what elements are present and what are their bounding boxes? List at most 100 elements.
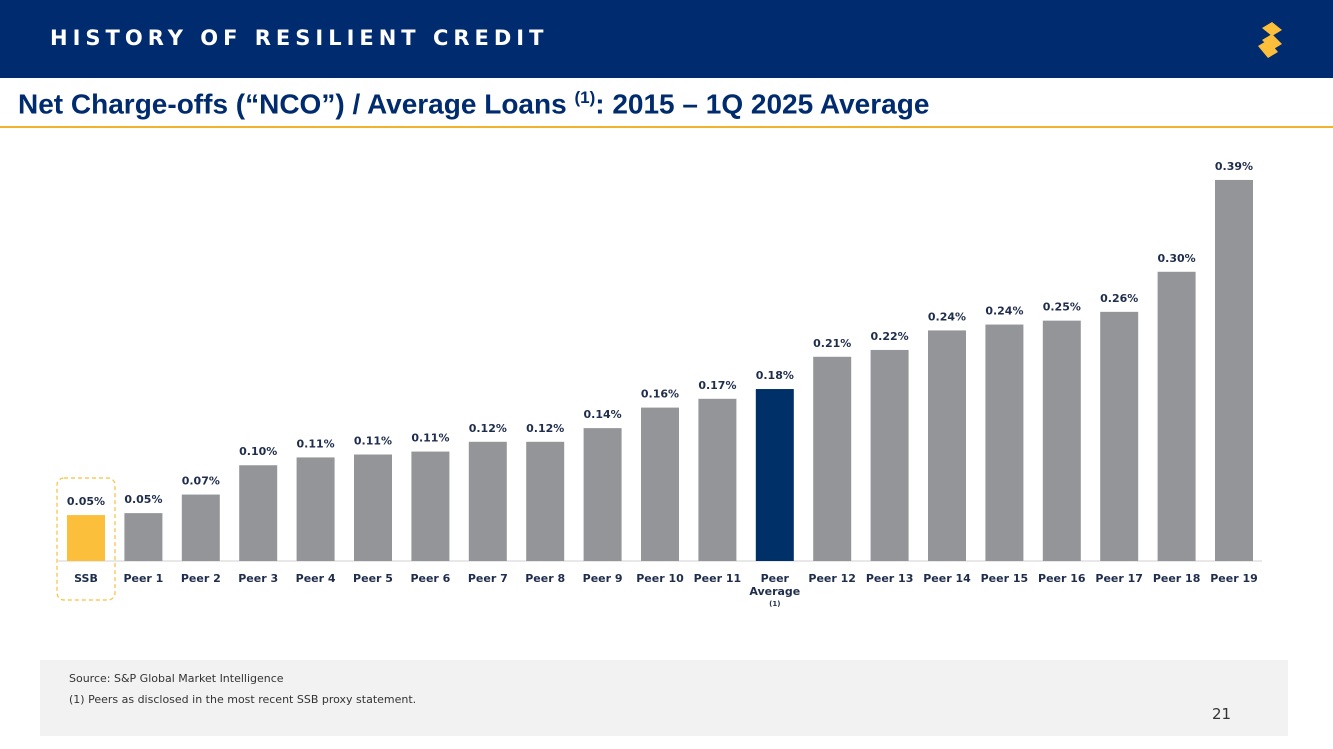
chart-title: Net Charge-offs (“NCO”) / Average Loans …	[18, 88, 929, 120]
value-label: 0.12%	[469, 422, 507, 435]
bar	[641, 407, 679, 561]
x-tick-label: Peer 3	[228, 572, 288, 585]
title-main: Net Charge-offs (“NCO”) / Average Loans	[18, 88, 567, 120]
category: Peer 12	[808, 572, 856, 585]
x-tick-label: Peer 1	[113, 572, 173, 585]
bar	[928, 330, 966, 561]
bar	[813, 356, 852, 561]
x-tick-label: Peer Average (1)	[745, 572, 805, 614]
category: Peer 16	[1038, 572, 1086, 585]
bar	[583, 428, 622, 561]
category: Peer 9	[582, 572, 623, 585]
x-tick-label: Peer 16	[1032, 572, 1092, 585]
bar	[124, 513, 163, 561]
x-tick-label: Peer 18	[1147, 572, 1207, 585]
category: Peer 7	[467, 572, 508, 585]
category: Peer 13	[865, 572, 914, 585]
bar	[67, 515, 105, 561]
value-label: 0.14%	[584, 408, 622, 421]
value-label: 0.12%	[526, 422, 564, 435]
bar	[1157, 271, 1196, 561]
x-tick-label: Peer 5	[343, 572, 403, 585]
bar	[411, 451, 450, 561]
x-tick-label: Peer 17	[1089, 572, 1149, 585]
category: Peer 14	[923, 572, 971, 585]
bar	[698, 398, 737, 561]
x-tick-label: Peer 4	[286, 572, 346, 585]
x-tick-label: Peer 14	[917, 572, 977, 585]
bar	[755, 389, 794, 561]
x-tick-label: Peer 8	[515, 572, 575, 585]
category: Peer 18	[1152, 572, 1201, 585]
category: Peer 2	[180, 572, 221, 585]
value-label: 0.18%	[756, 369, 794, 382]
bar	[526, 441, 565, 561]
bar	[1215, 179, 1253, 561]
value-label: 0.05%	[124, 493, 162, 506]
x-tick-label: Peer 11	[687, 572, 747, 585]
header-title: HISTORY OF RESILIENT CREDIT	[50, 26, 549, 50]
value-label: 0.11%	[354, 434, 392, 447]
value-label: 0.11%	[411, 432, 449, 445]
value-label: 0.26%	[1100, 292, 1138, 305]
footer: Source: S&P Global Market Intelligence (…	[40, 660, 1288, 736]
title-rule	[0, 126, 1333, 128]
category: Peer 17	[1095, 572, 1143, 585]
value-label: 0.39%	[1215, 160, 1253, 173]
category-superscript: (1)	[769, 600, 781, 608]
highlight-box	[56, 477, 116, 601]
value-label: 0.07%	[182, 475, 220, 488]
x-tick-label: Peer 10	[630, 572, 690, 585]
bar	[1042, 320, 1081, 561]
bar	[354, 454, 392, 561]
category: SSB	[74, 572, 98, 585]
source: Source: S&P Global Market Intelligence	[69, 672, 284, 685]
bar	[1100, 311, 1139, 561]
value-label: 0.24%	[985, 305, 1023, 318]
logo-mark	[1258, 22, 1282, 58]
page-number: 21	[1212, 705, 1232, 723]
x-tick-label: Peer 7	[458, 572, 518, 585]
value-label: 0.17%	[698, 379, 736, 392]
bar	[870, 349, 909, 561]
x-tick-label: Peer 13	[860, 572, 920, 585]
category: Peer Average	[749, 572, 801, 598]
bar	[985, 324, 1024, 561]
bar	[296, 457, 335, 561]
category: Peer 5	[353, 572, 393, 585]
x-tick-label: Peer 19	[1204, 572, 1264, 585]
category: Peer 3	[238, 572, 279, 585]
bar	[239, 465, 278, 561]
value-label: 0.21%	[813, 337, 851, 350]
value-label: 0.25%	[1043, 301, 1081, 314]
category: Peer 10	[636, 572, 684, 585]
value-label: 0.16%	[641, 388, 679, 401]
x-tick-label: Peer 2	[171, 572, 231, 585]
bar	[181, 494, 220, 561]
category: Peer 6	[410, 572, 451, 585]
title-superscript: (1)	[574, 88, 596, 107]
title-suffix: : 2015 – 1Q 2025 Average	[595, 88, 930, 120]
category: Peer 4	[295, 572, 336, 585]
category: Peer 19	[1210, 572, 1258, 585]
value-label: 0.22%	[871, 330, 909, 343]
value-label: 0.11%	[297, 437, 335, 450]
logo	[1258, 22, 1282, 58]
category: Peer 11	[693, 572, 742, 585]
value-label: 0.05%	[67, 495, 105, 508]
x-tick-label: Peer 15	[974, 572, 1034, 585]
category: Peer 1	[123, 572, 164, 585]
x-tick-label: SSB	[56, 572, 116, 585]
bar	[468, 441, 507, 561]
chart: 0.05% 0.05% 0.07% 0.10% 0.11% 0.11% 0.11% 0.12%…	[56, 160, 1262, 601]
x-tick-label: Peer 12	[802, 572, 862, 585]
x-tick-label: Peer 6	[400, 572, 460, 585]
category: Peer 8	[525, 572, 566, 585]
value-label: 0.10%	[239, 445, 277, 458]
x-tick-label: Peer 9	[573, 572, 633, 585]
value-label: 0.24%	[928, 310, 966, 323]
footnote: (1) Peers as disclosed in the most recen…	[69, 693, 417, 706]
value-label: 0.30%	[1158, 252, 1196, 265]
category: Peer 15	[980, 572, 1029, 585]
